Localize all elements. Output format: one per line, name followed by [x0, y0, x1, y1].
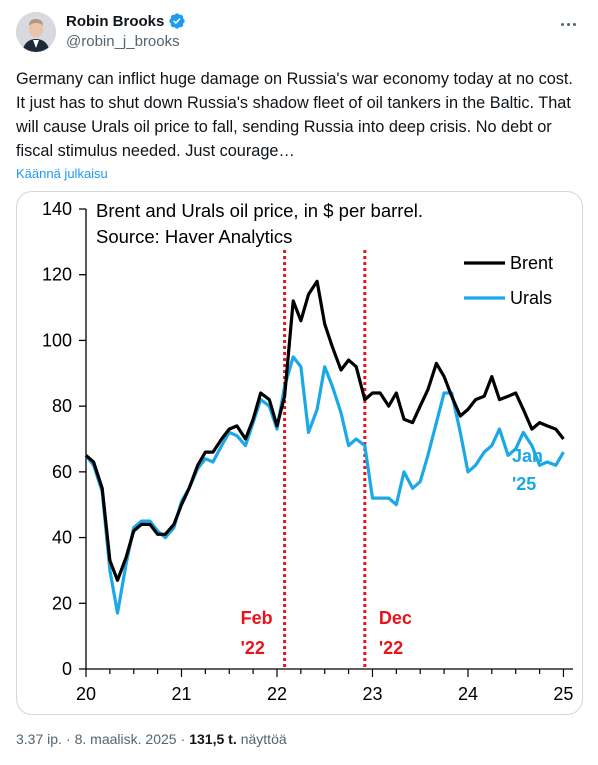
annotation-label: Dec — [379, 608, 412, 628]
author-handle[interactable]: @robin_j_brooks — [66, 33, 180, 50]
y-tick-label: 0 — [62, 659, 72, 679]
y-tick-label: 20 — [52, 593, 72, 613]
annotation-label: Feb — [241, 608, 273, 628]
series-line-urals — [84, 355, 565, 615]
x-tick-label: 25 — [553, 684, 573, 704]
y-tick-label: 140 — [42, 199, 72, 219]
author-name[interactable]: Robin Brooks — [66, 12, 165, 30]
y-tick-label: 120 — [42, 265, 72, 285]
meta-separator: · — [65, 731, 71, 747]
x-tick-label: 20 — [76, 684, 96, 704]
avatar-portrait — [16, 12, 56, 52]
legend-label-urals: Urals — [510, 288, 552, 308]
post-image-chart[interactable]: 0 20 40 60 80 100 120 140 20 21 22 23 24 25 Brent an… — [16, 191, 583, 715]
y-tick-label: 40 — [52, 528, 72, 548]
views-count: 131,5 t. — [189, 731, 237, 747]
post-text: Germany can inflict huge damage on Russi… — [16, 70, 573, 160]
annotation-label: '25 — [512, 474, 536, 494]
x-axis: 20 21 22 23 24 25 — [76, 669, 573, 704]
chart-subtitle: Source: Haver Analytics — [96, 226, 292, 247]
x-tick-label: 24 — [458, 684, 478, 704]
x-tick-label: 22 — [267, 684, 287, 704]
legend-label-brent: Brent — [510, 253, 553, 273]
chart-title: Brent and Urals oil price, in $ per barr… — [96, 200, 423, 221]
more-options-icon[interactable] — [556, 14, 580, 34]
verified-badge-icon — [169, 13, 186, 29]
series-line-brent — [84, 279, 565, 582]
x-tick-label: 23 — [362, 684, 382, 704]
meta-separator: · — [180, 731, 186, 747]
post-meta: 3.37 ip. · 8. maalisk. 2025 · 131,5 t. n… — [16, 731, 287, 747]
series-lines — [84, 279, 565, 615]
annotation-label: '22 — [241, 638, 265, 658]
annotation-label: Jan — [512, 446, 543, 466]
post-time[interactable]: 3.37 ip. — [16, 731, 62, 747]
author-avatar[interactable] — [16, 12, 56, 52]
post-date[interactable]: 8. maalisk. 2025 — [74, 731, 177, 747]
annotation-label: '22 — [379, 638, 403, 658]
y-tick-label: 100 — [42, 330, 72, 350]
annotations: Feb '22 Dec '22 Jan '25 — [241, 446, 543, 658]
y-tick-label: 60 — [52, 462, 72, 482]
translate-post-link[interactable]: Käännä julkaisu — [16, 166, 108, 181]
x-tick-label: 21 — [171, 684, 191, 704]
y-tick-label: 80 — [52, 396, 72, 416]
y-axis: 0 20 40 60 80 100 120 140 — [42, 199, 86, 679]
views-label: näyttöä — [240, 731, 287, 747]
annotation-lines — [283, 250, 367, 669]
